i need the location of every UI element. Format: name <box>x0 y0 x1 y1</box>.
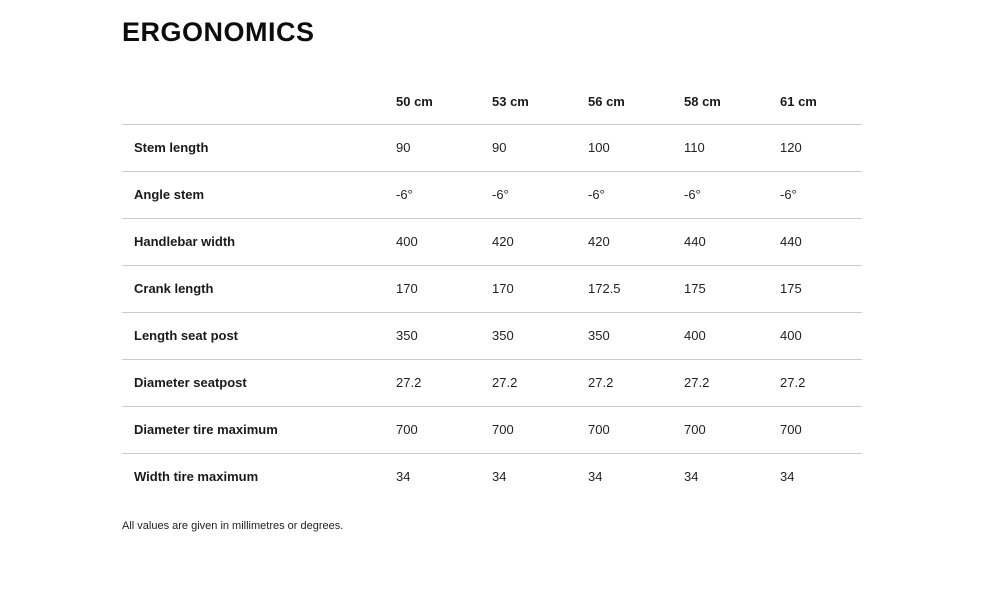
table-cell: 440 <box>780 218 862 266</box>
row-label: Diameter tire maximum <box>122 406 396 454</box>
table-cell: 27.2 <box>684 359 780 407</box>
table-cell: -6° <box>588 171 684 219</box>
table-row: Diameter seatpost 27.2 27.2 27.2 27.2 27… <box>122 359 862 407</box>
table-cell: 420 <box>492 218 588 266</box>
table-cell: 170 <box>396 265 492 313</box>
table-cell: 172.5 <box>588 265 684 313</box>
table-cell: -6° <box>780 171 862 219</box>
row-label: Handlebar width <box>122 218 396 266</box>
table-cell: 110 <box>684 124 780 172</box>
row-label: Diameter seatpost <box>122 359 396 407</box>
row-label: Crank length <box>122 265 396 313</box>
table-cell: 27.2 <box>492 359 588 407</box>
table-cell: 400 <box>396 218 492 266</box>
table-cell: 120 <box>780 124 862 172</box>
table-cell: 170 <box>492 265 588 313</box>
row-label: Width tire maximum <box>134 469 259 484</box>
table-row: Width tire maximum 34 34 34 34 34 <box>122 454 862 501</box>
table-cell: 350 <box>492 312 588 360</box>
table-row: Angle stem -6° -6° -6° -6° -6° <box>122 171 862 219</box>
table-cell: 27.2 <box>780 359 862 407</box>
page-title: ERGONOMICS <box>122 17 315 47</box>
table-cell: 700 <box>684 406 780 454</box>
table-cell: 700 <box>588 406 684 454</box>
table-cell: -6° <box>684 171 780 219</box>
table-cell: 90 <box>396 124 492 172</box>
table-row: Crank length 170 170 172.5 175 175 <box>122 265 862 313</box>
table-footnote: All values are given in millimetres or d… <box>122 520 344 532</box>
table-cell: 34 <box>780 469 795 484</box>
table-cell: 34 <box>396 469 411 484</box>
table-row: Diameter tire maximum 700 700 700 700 70… <box>122 406 862 454</box>
table-cell: 90 <box>492 124 588 172</box>
table-cell: 34 <box>492 469 507 484</box>
ergonomics-section: ERGONOMICS 50 cm 53 cm 56 cm 58 cm 61 cm… <box>122 17 862 533</box>
table-cell: 700 <box>396 406 492 454</box>
table-header-row: 50 cm 53 cm 56 cm 58 cm 61 cm <box>122 94 862 125</box>
table-cell: 175 <box>684 265 780 313</box>
table-cell: -6° <box>396 171 492 219</box>
table-cell: 100 <box>588 124 684 172</box>
table-cell: 400 <box>780 312 862 360</box>
table-cell: 27.2 <box>588 359 684 407</box>
column-header-53cm: 53 cm <box>492 94 588 125</box>
table-cell: 440 <box>684 218 780 266</box>
table-cell: -6° <box>492 171 588 219</box>
column-header-58cm: 58 cm <box>684 94 780 125</box>
table-cell: 350 <box>396 312 492 360</box>
table-cell: 700 <box>780 406 862 454</box>
column-header-56cm: 56 cm <box>588 94 684 125</box>
table-row: Length seat post 350 350 350 400 400 <box>122 312 862 360</box>
column-header-50cm: 50 cm <box>396 94 492 125</box>
column-header-61cm: 61 cm <box>780 94 862 125</box>
ergonomics-table: 50 cm 53 cm 56 cm 58 cm 61 cm Stem lengt… <box>122 94 862 500</box>
table-cell: 420 <box>588 218 684 266</box>
table-cell: 34 <box>588 469 603 484</box>
table-row: Stem length 90 90 100 110 120 <box>122 124 862 172</box>
table-cell: 350 <box>588 312 684 360</box>
table-row: Handlebar width 400 420 420 440 440 <box>122 218 862 266</box>
table-cell: 400 <box>684 312 780 360</box>
row-label: Length seat post <box>122 312 396 360</box>
row-label: Angle stem <box>122 171 396 219</box>
corner-cell <box>122 94 396 125</box>
table-cell: 27.2 <box>396 359 492 407</box>
table-cell: 34 <box>684 469 699 484</box>
table-cell: 700 <box>492 406 588 454</box>
table-cell: 175 <box>780 265 862 313</box>
row-label: Stem length <box>122 124 396 172</box>
